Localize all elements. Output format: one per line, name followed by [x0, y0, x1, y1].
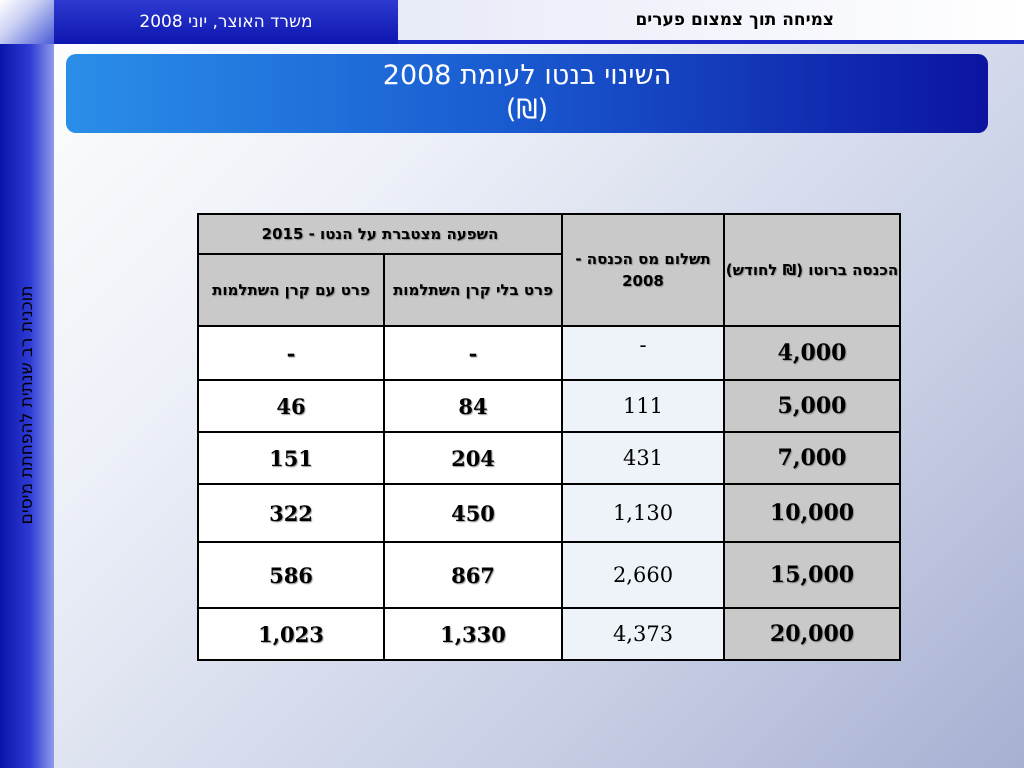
tax-cell: 1,130 — [561, 483, 725, 543]
header-with-pension-fund: פרט עם קרן השתלמות — [197, 253, 385, 327]
no-pension-cell: 84 — [383, 379, 563, 433]
gross-income-cell: 15,000 — [723, 541, 901, 609]
table-row: 15,000 2,660 867 586 — [197, 541, 901, 609]
header-tax-payment: תשלום מס הכנסה - 2008 — [561, 213, 725, 327]
title-banner: השינוי בנטו לעומת 2008 (₪) — [66, 54, 988, 133]
no-pension-cell: 450 — [383, 483, 563, 543]
gross-income-cell: 10,000 — [723, 483, 901, 543]
corner-decoration — [0, 0, 54, 44]
net-change-table: הכנסה ברוטו (₪ לחודש) תשלום מס הכנסה - 2… — [197, 213, 901, 661]
with-pension-cell: 322 — [197, 483, 385, 543]
tax-cell: 111 — [561, 379, 725, 433]
slide-title: השינוי בנטו לעומת 2008 — [382, 60, 672, 91]
gross-income-cell: 5,000 — [723, 379, 901, 433]
header-slogan: צמיחה תוך צמצום פערים — [398, 0, 1024, 44]
with-pension-cell: - — [197, 325, 385, 381]
header-cumulative-effect: השפעה מצטברת על הנטו - 2015 — [197, 213, 563, 255]
table-row: 10,000 1,130 450 322 — [197, 483, 901, 543]
no-pension-cell: - — [383, 325, 563, 381]
table-row: 5,000 111 84 46 — [197, 379, 901, 433]
with-pension-cell: 1,023 — [197, 607, 385, 661]
header-ministry-date: משרד האוצר, יוני 2008 — [54, 0, 398, 44]
table-row: 20,000 4,373 1,330 1,023 — [197, 607, 901, 661]
with-pension-cell: 151 — [197, 431, 385, 485]
gross-income-cell: 7,000 — [723, 431, 901, 485]
no-pension-cell: 204 — [383, 431, 563, 485]
gross-income-cell: 20,000 — [723, 607, 901, 661]
tax-cell: 431 — [561, 431, 725, 485]
with-pension-cell: 586 — [197, 541, 385, 609]
header-no-pension-fund: פרט בלי קרן השתלמות — [383, 253, 563, 327]
no-pension-cell: 1,330 — [383, 607, 563, 661]
top-bar: משרד האוצר, יוני 2008 צמיחה תוך צמצום פע… — [0, 0, 1024, 44]
side-band — [0, 44, 54, 768]
header-gross-income: הכנסה ברוטו (₪ לחודש) — [723, 213, 901, 327]
no-pension-cell: 867 — [383, 541, 563, 609]
tax-cell: 2,660 — [561, 541, 725, 609]
tax-cell: - — [561, 325, 725, 381]
slide-title-unit: (₪) — [505, 94, 549, 125]
table-row: 4,000 - - - — [197, 325, 901, 381]
tax-cell: 4,373 — [561, 607, 725, 661]
side-vertical-title: תוכנית רב שנתית להפחתת מיסים — [17, 285, 37, 525]
with-pension-cell: 46 — [197, 379, 385, 433]
table-row: 7,000 431 204 151 — [197, 431, 901, 485]
gross-income-cell: 4,000 — [723, 325, 901, 381]
